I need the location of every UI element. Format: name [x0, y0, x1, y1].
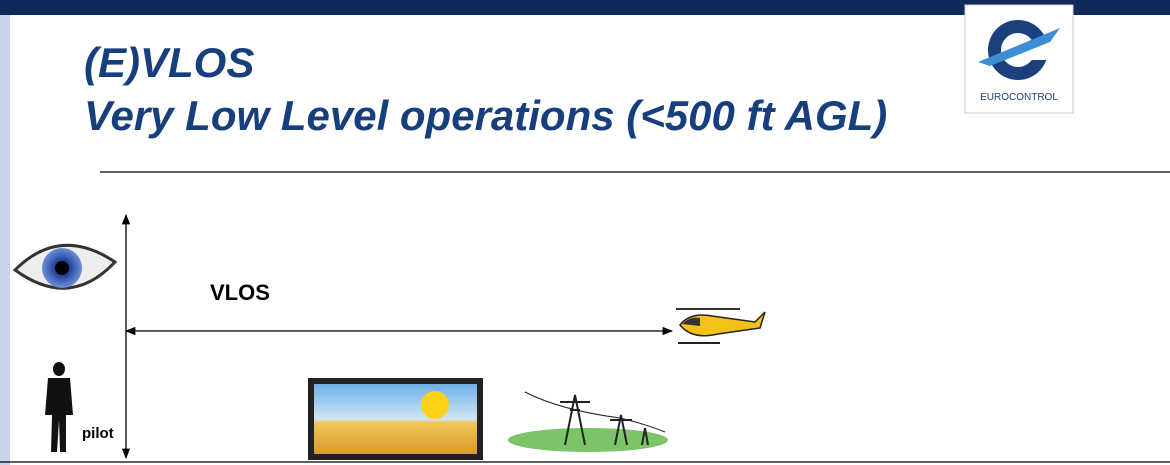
slide: (E)VLOS Very Low Level operations (<500 … — [0, 0, 1170, 465]
range-label: VLOS — [210, 280, 270, 305]
title-line2: Very Low Level operations (<500 ft AGL) — [84, 92, 887, 139]
title-line1: (E)VLOS — [84, 39, 254, 86]
pilot-label: pilot — [82, 425, 114, 442]
landscape-picture — [308, 378, 483, 460]
left-border — [0, 0, 10, 465]
logo-label: EUROCONTROL — [980, 92, 1058, 103]
logo: EUROCONTROL — [965, 5, 1073, 113]
